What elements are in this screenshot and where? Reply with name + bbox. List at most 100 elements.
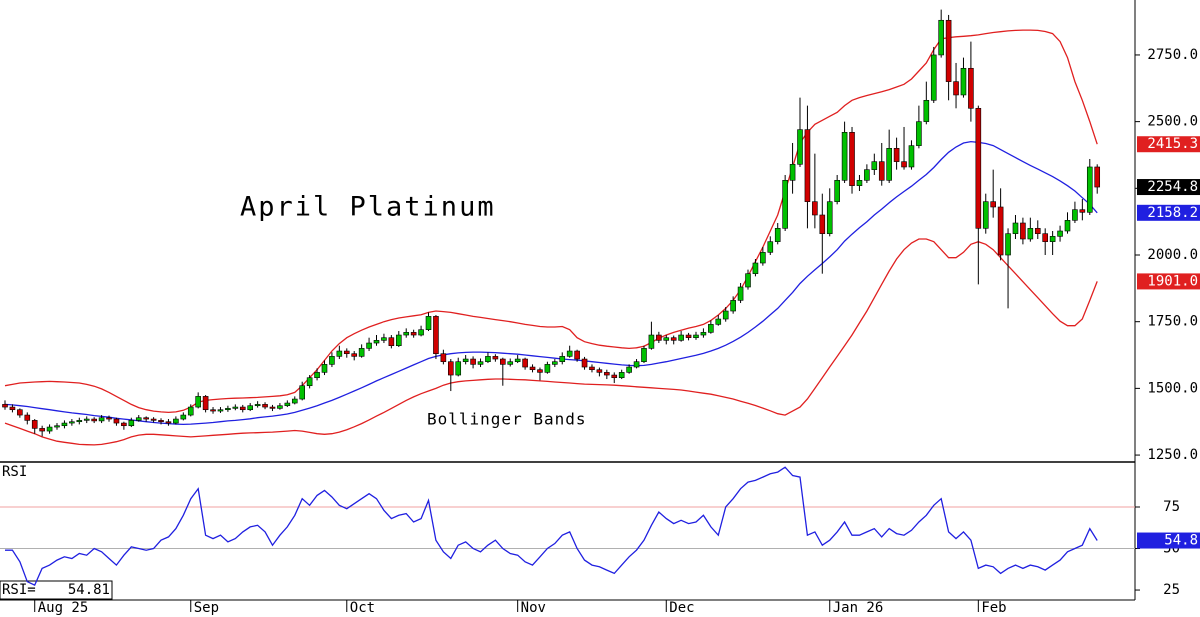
candle-body: [187, 406, 194, 416]
candle-body: [997, 206, 1004, 256]
candle-body: [537, 369, 543, 373]
annotation: Bollinger Bands: [427, 410, 587, 429]
chart-title: April Platinum: [240, 192, 496, 223]
candle-body: [1072, 209, 1078, 221]
rsi-readout-box: [0, 580, 113, 600]
candle-body: [901, 161, 907, 168]
candle-body: [2, 404, 8, 408]
candle-body: [91, 418, 97, 422]
candle-body: [262, 404, 268, 408]
candle-body: [128, 420, 135, 427]
candle-body: [685, 334, 692, 338]
candle-body: [485, 356, 491, 363]
candle-body: [9, 406, 16, 411]
candle-body: [61, 422, 68, 427]
band-last-tag: 2415.3: [1147, 136, 1198, 152]
candle-body: [782, 180, 788, 229]
candle-body: [410, 332, 417, 336]
candle-body: [849, 132, 855, 186]
candle-body: [195, 396, 201, 408]
candle-body: [247, 405, 253, 411]
candle-body: [217, 409, 224, 412]
candle-body: [700, 332, 707, 336]
candle-body: [306, 377, 313, 387]
candle-body: [767, 241, 774, 253]
candle-body: [514, 358, 521, 363]
last-price-tag: 2254.8: [1147, 179, 1198, 195]
candle-body: [17, 409, 23, 416]
last-price-tag-bg: [1137, 179, 1200, 196]
candle-body: [693, 334, 699, 338]
candle-body: [804, 129, 811, 202]
candle-body: [752, 262, 759, 274]
candle-body: [447, 361, 454, 376]
candle-body: [210, 409, 216, 412]
x-tick-label: Oct: [350, 600, 375, 616]
band-last-tag-bg: [1137, 273, 1200, 290]
y-tick-label: 1250.0: [1147, 447, 1198, 463]
candle-body: [329, 356, 335, 365]
candle-body: [819, 214, 826, 234]
x-tick-label: Aug 25: [38, 600, 89, 616]
x-tick-label: Feb: [981, 600, 1006, 616]
candle-body: [812, 201, 818, 216]
candle-body: [878, 161, 885, 181]
candle-body: [1012, 222, 1019, 234]
candle-body: [522, 358, 528, 368]
candle-body: [113, 418, 120, 424]
candle-body: [202, 396, 209, 411]
candle-body: [581, 358, 588, 368]
candle-body: [425, 316, 432, 330]
candle-body: [433, 316, 439, 355]
candle-body: [1086, 166, 1093, 213]
candle-body: [670, 337, 677, 341]
candle-body: [31, 420, 38, 429]
candle-body: [626, 366, 632, 373]
candle-body: [381, 337, 387, 341]
candle-body: [1005, 233, 1011, 256]
candle-body: [975, 107, 982, 229]
candle-body: [143, 417, 149, 420]
x-tick-label: Sep: [194, 600, 219, 616]
candle-body: [492, 356, 499, 360]
candle-body: [678, 334, 684, 341]
band-last-tag: 2158.2: [1147, 205, 1198, 221]
candle-body: [54, 425, 60, 428]
candle-body: [135, 417, 142, 421]
candle-body: [893, 148, 900, 162]
candle-body: [930, 54, 937, 101]
x-tick-label: Jan 26: [833, 600, 884, 616]
candle-body: [1094, 166, 1101, 188]
candle-body: [559, 356, 566, 363]
candle-body: [284, 402, 291, 407]
y-tick-label: 2000.0: [1147, 247, 1198, 263]
band-last-tag: 1901.0: [1147, 273, 1198, 289]
candle-body: [470, 358, 476, 365]
candle-body: [232, 406, 239, 409]
candle-body: [982, 201, 989, 229]
candle-body: [106, 417, 112, 420]
candle-body: [24, 414, 31, 421]
candle-body: [395, 334, 402, 346]
candle-body: [165, 421, 172, 424]
candle-body: [239, 406, 246, 411]
candle-body: [180, 414, 187, 420]
candle-body: [1064, 220, 1071, 232]
y-tick-label: 2750.0: [1147, 47, 1198, 63]
candle-body: [552, 361, 558, 365]
y-tick-label: 1750.0: [1147, 314, 1198, 330]
candle-body: [960, 67, 967, 96]
candle-body: [722, 310, 729, 320]
candle-body: [336, 350, 343, 357]
rsi-last-tag-bg: [1137, 532, 1200, 549]
bollinger-band: [4, 140, 1098, 426]
candle-body: [83, 418, 90, 421]
candle-body: [1034, 228, 1041, 234]
candle-body: [121, 422, 127, 427]
candle-body: [774, 228, 781, 242]
candle-body: [596, 369, 603, 373]
y-tick-label: 1500.0: [1147, 380, 1198, 396]
candle-body: [500, 358, 506, 365]
candle-body: [462, 358, 469, 363]
